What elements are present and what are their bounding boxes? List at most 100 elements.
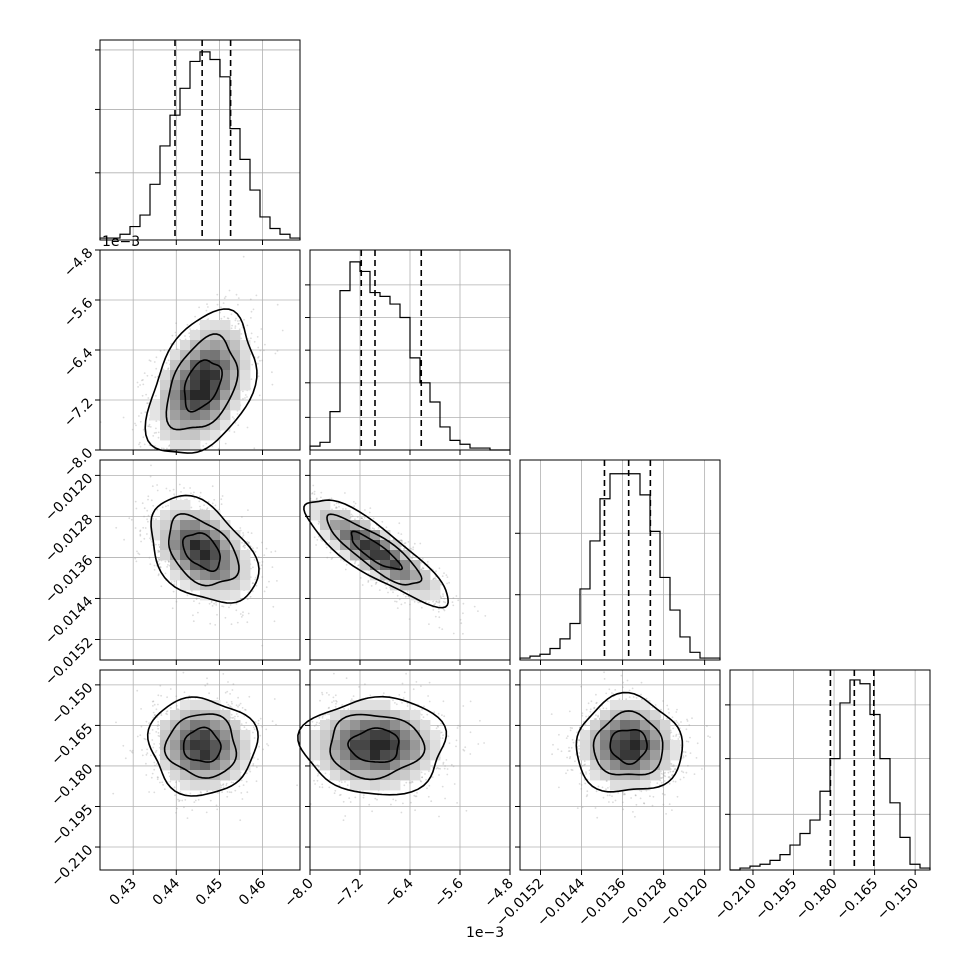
sample-point [257,375,260,378]
sample-point [387,591,389,594]
sample-point [422,567,424,570]
sample-point [281,503,283,505]
sample-point [224,462,226,464]
sample-point [135,507,138,510]
sample-point [250,332,253,335]
sample-point [181,799,184,802]
sample-point [261,359,264,362]
sample-point [259,359,261,362]
sample-point [190,506,193,509]
sample-point [230,623,233,626]
sample-point [244,397,246,399]
sample-point [321,540,324,542]
sample-point [412,548,414,551]
sample-point [241,516,243,518]
sample-point [433,577,436,579]
sample-point [261,644,264,647]
sample-point [198,602,201,605]
sample-point [192,493,194,496]
sample-point [203,504,206,507]
sample-point [168,445,170,447]
sample-point [261,576,264,578]
sample-point [421,558,424,560]
sample-point [146,402,149,405]
sample-point [263,349,265,352]
sample-point [175,334,178,337]
sample-point [354,561,357,563]
sample-point [221,605,224,607]
sample-point [152,435,155,437]
sample-point [254,578,256,581]
sample-point [221,457,223,459]
sample-point [154,376,157,379]
sample-point [231,689,234,691]
sample-point [217,447,220,450]
sample-point [159,566,162,569]
sample-point [230,313,233,316]
sample-point [250,567,252,570]
sample-point [253,728,256,731]
sample-point [147,514,150,517]
sample-point [305,532,307,534]
sample-point [462,602,465,605]
sample-point [192,614,194,617]
sample-point [344,508,347,510]
sample-point [210,600,213,602]
sample-point [151,374,153,377]
sample-point [250,310,253,313]
sample-point [291,502,293,504]
sample-point [289,492,291,494]
sample-point [137,386,140,388]
sample-point [428,623,430,625]
sample-point [222,302,225,304]
sample-point [330,558,333,560]
sample-point [147,495,150,498]
sample-point [236,410,239,412]
sample-point [247,509,249,511]
sample-point [452,604,455,607]
sample-point [155,427,157,430]
sample-point [317,520,320,523]
sample-point [420,561,423,564]
sample-point [228,606,230,609]
sample-point [408,618,411,620]
sample-point [369,507,372,509]
sample-point [445,574,448,576]
sample-point [165,362,168,364]
sample-point [223,315,226,318]
sample-point [268,580,270,583]
sample-point [297,507,299,509]
sample-point [250,378,253,381]
sample-point [229,604,232,606]
sample-point [158,543,160,546]
sample-point [477,610,479,612]
sample-point [122,416,125,419]
sample-point [190,492,192,495]
sample-point [440,583,443,586]
sample-point [401,541,403,544]
sample-point [190,463,192,465]
sample-point [374,583,377,585]
sample-point [146,518,149,521]
sample-point [351,515,354,518]
sample-point [386,581,388,583]
sample-point [173,583,176,586]
sample-point [211,485,214,488]
sample-point [156,508,159,511]
sample-point [359,577,362,579]
sample-point [156,484,159,486]
sample-point [206,303,208,305]
sample-point [361,584,364,586]
sample-point [183,806,185,809]
sample-point [215,604,218,606]
sample-point [257,719,260,722]
sample-point [237,297,240,299]
sample-point [263,554,266,556]
sample-point [193,600,195,602]
sample-point [135,424,137,427]
sample-point [167,367,170,370]
sample-point [350,513,353,516]
sample-point [308,499,310,501]
sample-point [247,541,250,544]
sample-point [333,504,336,506]
